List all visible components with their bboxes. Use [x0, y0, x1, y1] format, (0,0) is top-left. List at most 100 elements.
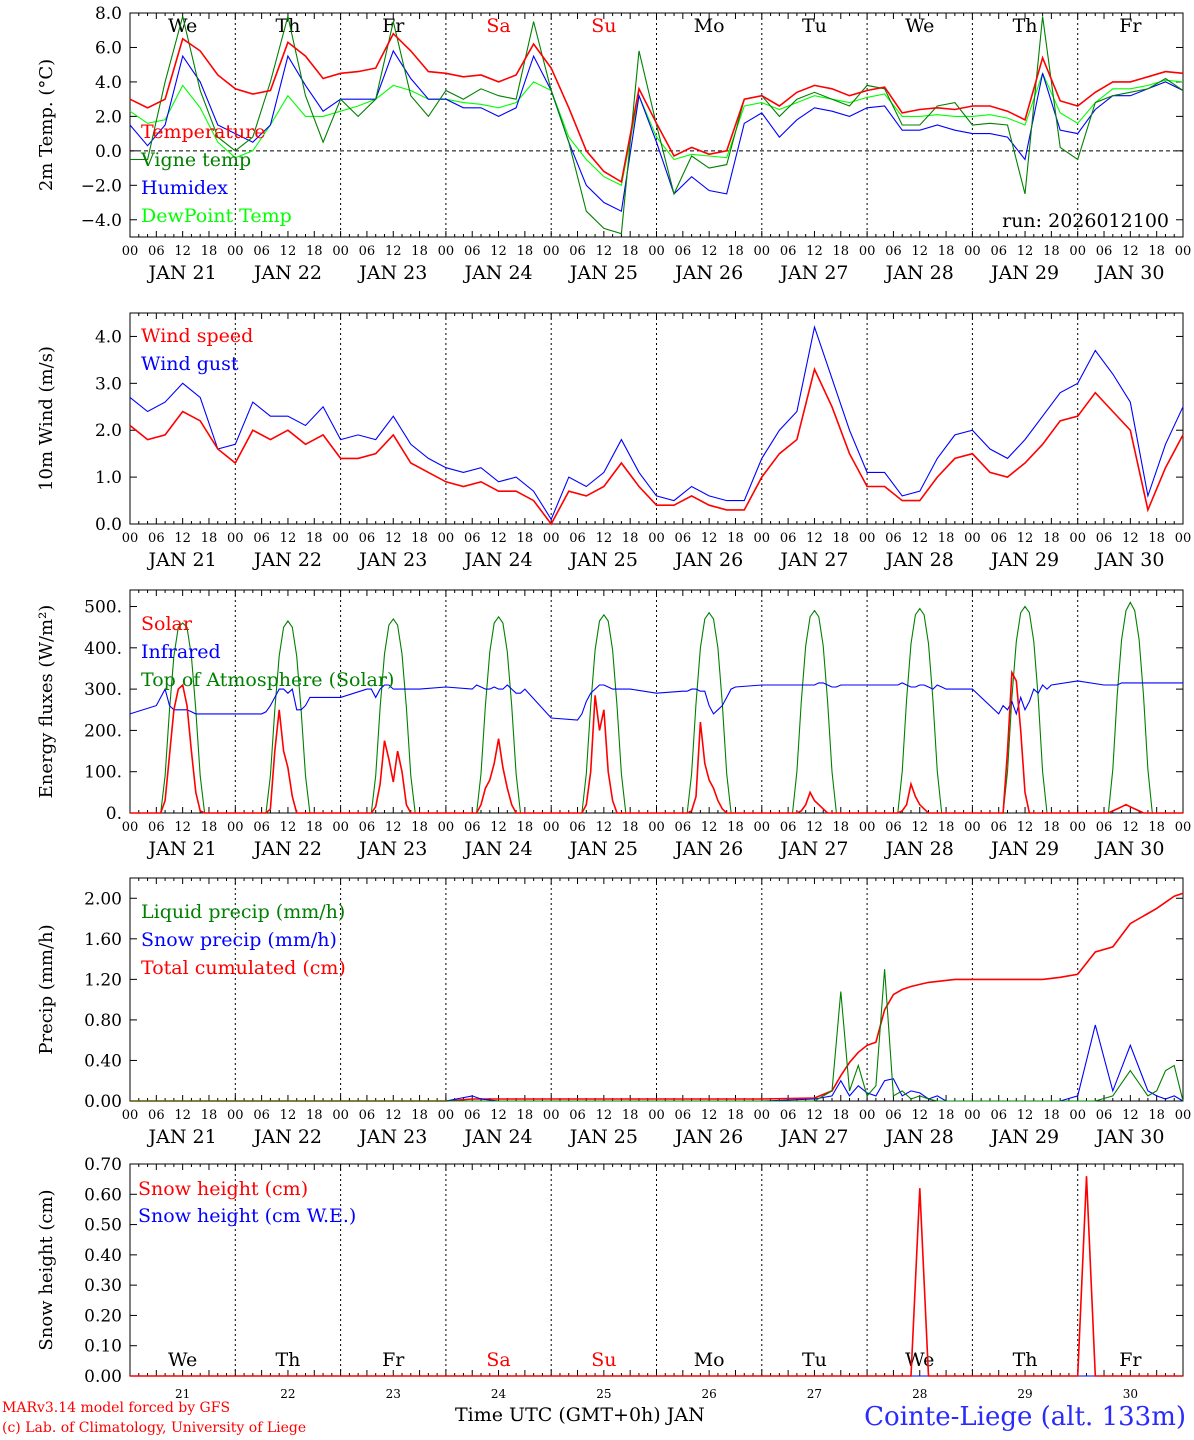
weekday-label: Th — [1013, 1349, 1038, 1371]
weekday-label: Fr — [382, 15, 405, 37]
hour-tick-label: 00 — [648, 820, 665, 835]
legend-entry: Wind gust — [141, 353, 239, 375]
hour-tick-label: 00 — [1175, 244, 1192, 259]
hour-tick-label: 18 — [1043, 244, 1060, 259]
hour-tick-label: 18 — [938, 820, 955, 835]
hour-tick-label: 00 — [754, 244, 771, 259]
hour-tick-label: 18 — [833, 244, 850, 259]
hour-tick-label: 12 — [806, 1108, 823, 1123]
hour-tick-label: 12 — [701, 1108, 718, 1123]
hour-tick-label: 06 — [148, 820, 165, 835]
weekday-label: Su — [591, 15, 616, 37]
hour-tick-label: 12 — [1017, 244, 1034, 259]
date-label: JAN 21 — [147, 549, 217, 571]
hour-tick-label: 00 — [332, 1108, 349, 1123]
y-tick-label: 4.0 — [95, 73, 122, 93]
y-tick-label: 0.0 — [95, 515, 122, 535]
hour-tick-label: 18 — [938, 1108, 955, 1123]
hour-tick-label: 00 — [1069, 531, 1086, 546]
y-tick-label: 300. — [84, 680, 122, 700]
hour-tick-label: 06 — [464, 820, 481, 835]
y-tick-label: 4.0 — [95, 327, 122, 347]
date-label: JAN 25 — [568, 262, 638, 284]
y-tick-label: 0.30 — [84, 1276, 122, 1296]
hour-tick-label: 00 — [227, 820, 244, 835]
legend-entry: Wind speed — [141, 325, 253, 347]
y-tick-label: 3.0 — [95, 374, 122, 394]
hour-tick-label: 12 — [1122, 531, 1139, 546]
hour-tick-label: 00 — [332, 244, 349, 259]
hour-tick-label: 06 — [780, 820, 797, 835]
hour-tick-label: 12 — [596, 1108, 613, 1123]
hour-tick-label: 00 — [754, 820, 771, 835]
legend-entry: Humidex — [141, 177, 228, 199]
hour-tick-label: 06 — [253, 531, 270, 546]
hour-tick-label: 00 — [754, 1108, 771, 1123]
day-number-label: 25 — [596, 1387, 611, 1401]
hour-tick-label: 00 — [227, 1108, 244, 1123]
hour-tick-label: 06 — [359, 1108, 376, 1123]
hour-tick-label: 12 — [596, 244, 613, 259]
date-label: JAN 30 — [1094, 262, 1164, 284]
y-tick-label: 0. — [106, 804, 122, 824]
legend-entry: Snow height (cm W.E.) — [138, 1205, 356, 1227]
hour-tick-label: 12 — [490, 244, 507, 259]
hour-tick-label: 06 — [885, 1108, 902, 1123]
hour-tick-label: 12 — [1122, 244, 1139, 259]
hour-tick-label: 12 — [1017, 820, 1034, 835]
date-label: JAN 29 — [989, 262, 1059, 284]
y-axis-label: 10m Wind (m/s) — [36, 346, 57, 491]
y-tick-label: 0.20 — [84, 1306, 122, 1326]
date-label: JAN 30 — [1094, 838, 1164, 860]
hour-tick-label: 00 — [122, 1108, 139, 1123]
hour-tick-label: 12 — [701, 244, 718, 259]
hour-tick-label: 18 — [1148, 531, 1165, 546]
hour-tick-label: 06 — [885, 244, 902, 259]
hour-tick-label: 00 — [964, 1108, 981, 1123]
hour-tick-label: 12 — [1122, 820, 1139, 835]
day-number-label: 27 — [807, 1387, 822, 1401]
hour-tick-label: 00 — [1069, 820, 1086, 835]
hour-tick-label: 18 — [727, 244, 744, 259]
hour-tick-label: 00 — [964, 820, 981, 835]
hour-tick-label: 06 — [885, 531, 902, 546]
hour-tick-label: 00 — [1175, 531, 1192, 546]
hour-tick-label: 06 — [675, 244, 692, 259]
hour-tick-label: 00 — [438, 531, 455, 546]
day-number-label: 29 — [1017, 1387, 1032, 1401]
hour-tick-label: 00 — [227, 244, 244, 259]
y-tick-label: 0.40 — [84, 1246, 122, 1266]
hour-tick-label: 06 — [569, 531, 586, 546]
date-label: JAN 23 — [357, 1126, 427, 1148]
weekday-label: Fr — [1119, 15, 1142, 37]
weekday-label: Fr — [382, 1349, 405, 1371]
hour-tick-label: 18 — [727, 820, 744, 835]
date-label: JAN 24 — [462, 549, 532, 571]
date-label: JAN 30 — [1094, 549, 1164, 571]
hour-tick-label: 12 — [596, 531, 613, 546]
hour-tick-label: 00 — [964, 531, 981, 546]
hour-tick-label: 12 — [701, 820, 718, 835]
hour-tick-label: 18 — [938, 531, 955, 546]
y-tick-label: 200. — [84, 721, 122, 741]
hour-tick-label: 06 — [675, 1108, 692, 1123]
date-label: JAN 30 — [1094, 1126, 1164, 1148]
series-line — [130, 1176, 1183, 1377]
hour-tick-label: 06 — [990, 820, 1007, 835]
hour-tick-label: 18 — [306, 531, 323, 546]
date-label: JAN 22 — [252, 1126, 322, 1148]
legend-entry: Snow height (cm) — [138, 1178, 308, 1200]
hour-tick-label: 00 — [1069, 244, 1086, 259]
hour-tick-label: 06 — [569, 820, 586, 835]
hour-tick-label: 06 — [675, 820, 692, 835]
date-label: JAN 29 — [989, 549, 1059, 571]
date-label: JAN 23 — [357, 262, 427, 284]
hour-tick-label: 18 — [938, 244, 955, 259]
date-label: JAN 24 — [462, 262, 532, 284]
weekday-label: Sa — [486, 15, 510, 37]
hour-tick-label: 06 — [359, 820, 376, 835]
hour-tick-label: 00 — [438, 820, 455, 835]
date-label: JAN 24 — [462, 838, 532, 860]
legend-entry: DewPoint Temp — [141, 205, 292, 227]
